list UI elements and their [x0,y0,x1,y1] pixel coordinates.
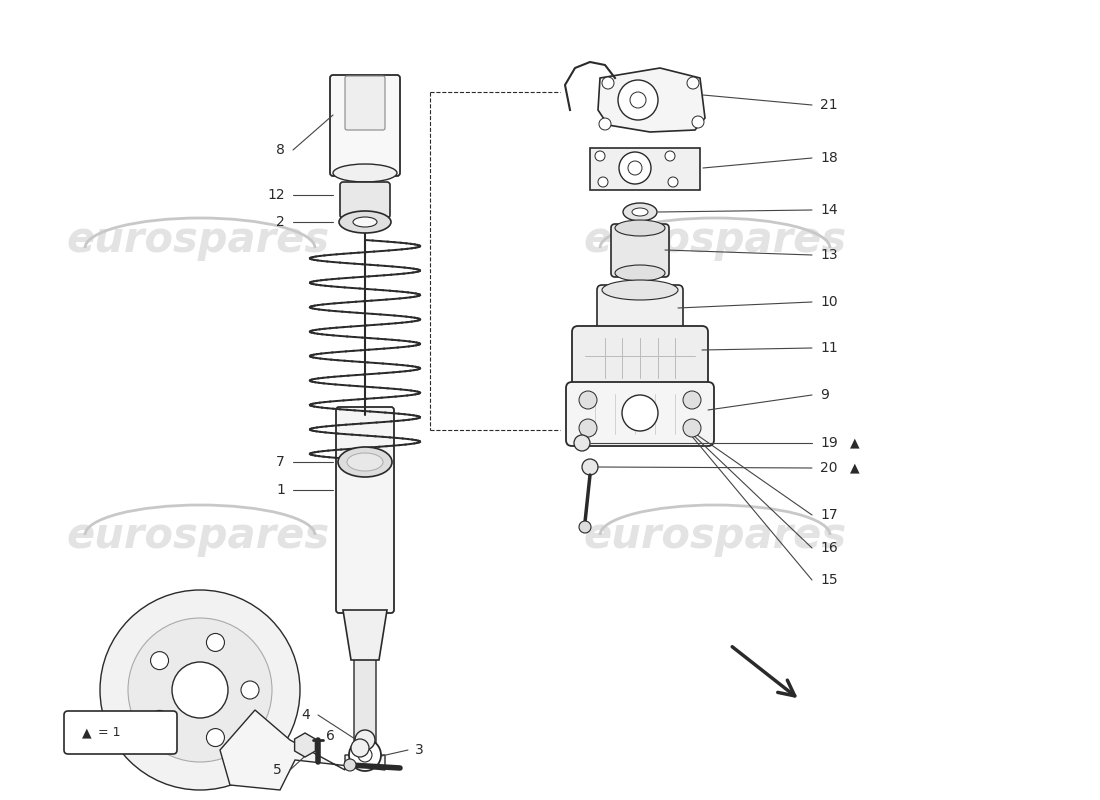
Text: 1: 1 [276,483,285,497]
FancyBboxPatch shape [597,285,683,333]
Text: ▲: ▲ [850,462,859,474]
Text: 7: 7 [276,455,285,469]
Circle shape [358,748,372,762]
Circle shape [207,729,224,746]
Circle shape [630,92,646,108]
Polygon shape [598,68,705,132]
Text: 15: 15 [820,573,837,587]
Text: 9: 9 [820,388,829,402]
Circle shape [692,116,704,128]
Ellipse shape [339,211,390,233]
Ellipse shape [615,220,666,236]
Text: ▲: ▲ [82,726,91,739]
Text: 5: 5 [273,763,282,777]
FancyBboxPatch shape [340,182,390,218]
Ellipse shape [338,447,392,477]
Polygon shape [590,148,700,190]
FancyBboxPatch shape [345,76,385,130]
Text: 4: 4 [301,708,310,722]
Ellipse shape [353,217,377,227]
Circle shape [349,739,381,771]
Circle shape [151,710,168,728]
Text: 14: 14 [820,203,837,217]
Circle shape [355,730,375,750]
Circle shape [172,662,228,718]
FancyBboxPatch shape [330,75,400,176]
FancyBboxPatch shape [354,653,376,747]
FancyBboxPatch shape [336,407,394,613]
Text: ▲: ▲ [850,437,859,450]
Circle shape [579,521,591,533]
Text: 21: 21 [820,98,837,112]
Text: = 1: = 1 [98,726,121,739]
Ellipse shape [333,164,397,182]
Circle shape [574,435,590,451]
Circle shape [621,395,658,431]
Ellipse shape [615,265,666,281]
Circle shape [351,739,369,757]
Text: 13: 13 [820,248,837,262]
Text: 11: 11 [820,341,838,355]
Circle shape [241,681,258,699]
Text: eurospares: eurospares [66,219,330,261]
Circle shape [618,80,658,120]
Text: eurospares: eurospares [583,219,847,261]
FancyBboxPatch shape [572,326,708,390]
Text: 3: 3 [415,743,424,757]
Circle shape [344,759,356,771]
Circle shape [619,152,651,184]
Circle shape [600,118,610,130]
Circle shape [595,151,605,161]
Circle shape [602,77,614,89]
FancyBboxPatch shape [566,382,714,446]
Text: 12: 12 [267,188,285,202]
Polygon shape [220,710,385,790]
Circle shape [207,634,224,651]
Circle shape [151,652,168,670]
Text: 19: 19 [820,436,838,450]
Circle shape [683,419,701,437]
Circle shape [628,161,642,175]
Circle shape [666,151,675,161]
Ellipse shape [346,453,383,471]
Text: 16: 16 [820,541,838,555]
Ellipse shape [632,208,648,216]
Circle shape [688,77,698,89]
Text: 8: 8 [276,143,285,157]
Text: 2: 2 [276,215,285,229]
Text: eurospares: eurospares [66,515,330,557]
Circle shape [683,391,701,409]
Circle shape [100,590,300,790]
Ellipse shape [602,280,678,300]
FancyBboxPatch shape [610,224,669,277]
Circle shape [582,459,598,475]
Polygon shape [343,610,387,660]
Circle shape [128,618,272,762]
Circle shape [598,177,608,187]
Circle shape [668,177,678,187]
FancyBboxPatch shape [64,711,177,754]
Circle shape [579,419,597,437]
Text: 18: 18 [820,151,838,165]
Circle shape [579,391,597,409]
Ellipse shape [623,203,657,221]
Polygon shape [295,733,316,757]
Text: eurospares: eurospares [583,515,847,557]
Text: 20: 20 [820,461,837,475]
Text: 17: 17 [820,508,837,522]
Text: 10: 10 [820,295,837,309]
Text: 6: 6 [326,729,334,743]
